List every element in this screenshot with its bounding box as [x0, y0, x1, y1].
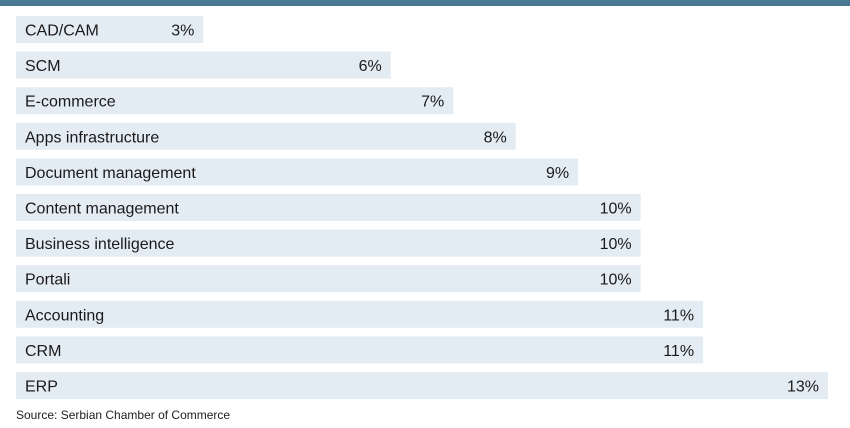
category-label: E-commerce — [25, 94, 116, 111]
bar-chart: CAD/CAM 3% SCM 6% E-commerce 7% Apps infrastru… — [16, 16, 828, 399]
category-label: Business intelligence — [25, 236, 175, 253]
value-label: 10% — [600, 272, 632, 289]
category-label: CRM — [25, 343, 61, 360]
value-label: 10% — [600, 236, 632, 253]
bar-3 — [16, 122, 516, 150]
bar-7 — [16, 265, 641, 293]
value-label: 8% — [484, 129, 507, 146]
bar-10 — [16, 372, 828, 399]
value-label: 6% — [359, 58, 382, 75]
bar-8 — [16, 300, 704, 328]
bar-6 — [16, 229, 641, 257]
bar-9 — [16, 336, 704, 364]
category-label: Apps infrastructure — [25, 129, 159, 146]
value-label: 7% — [421, 94, 444, 111]
bar-2 — [16, 87, 454, 115]
category-label: Accounting — [25, 307, 104, 324]
value-label: 3% — [171, 23, 194, 40]
value-label: 13% — [787, 379, 819, 396]
category-label: Document management — [25, 165, 196, 182]
bar-4 — [16, 158, 579, 186]
source-note: Source: Serbian Chamber of Commerce — [16, 408, 231, 422]
category-label: Content management — [25, 201, 179, 218]
value-label: 9% — [546, 165, 569, 182]
category-label: SCM — [25, 58, 61, 75]
value-label: 10% — [600, 201, 632, 218]
bar-0 — [16, 16, 204, 43]
category-label: CAD/CAM — [25, 23, 99, 40]
category-label: Portali — [25, 272, 70, 289]
bar-5 — [16, 194, 641, 221]
header-band — [0, 0, 850, 6]
value-label: 11% — [663, 343, 694, 360]
bar-1 — [16, 51, 391, 79]
category-label: ERP — [25, 379, 58, 396]
value-label: 11% — [663, 307, 694, 324]
